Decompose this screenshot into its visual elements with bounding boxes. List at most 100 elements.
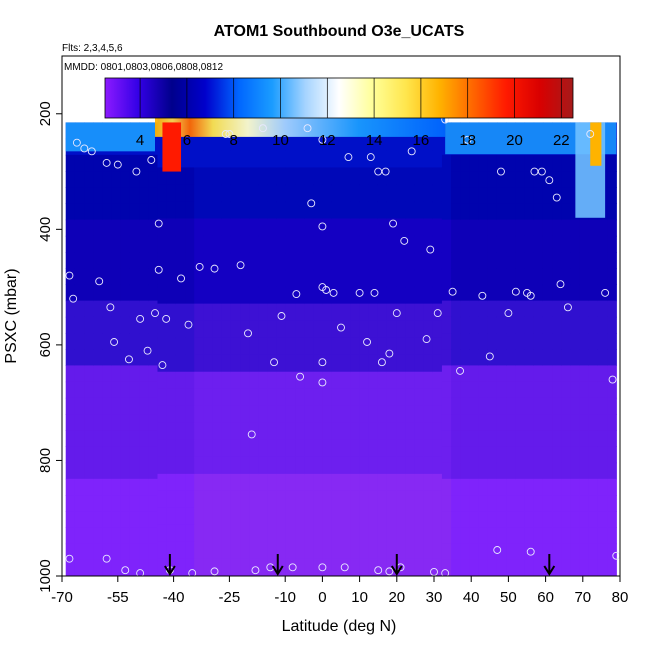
- heatmap-cell: [148, 235, 159, 253]
- heatmap-cell: [515, 365, 526, 383]
- heatmap-cell: [93, 333, 104, 350]
- heatmap-cell: [194, 218, 204, 237]
- heatmap-cell: [230, 303, 241, 322]
- heatmap-cell: [240, 422, 250, 441]
- heatmap-cell: [524, 300, 535, 318]
- heatmap-cell: [258, 252, 269, 271]
- heatmap-cell: [386, 439, 397, 458]
- heatmap-cell: [230, 133, 241, 152]
- heatmap-cell: [460, 154, 471, 172]
- heatmap-cell: [331, 133, 342, 152]
- heatmap-cell: [432, 524, 443, 543]
- heatmap-cell: [607, 252, 617, 269]
- heatmap-cell: [203, 439, 214, 458]
- heatmap-cell: [451, 446, 461, 464]
- heatmap-cell: [341, 218, 351, 237]
- heatmap-cell: [84, 559, 94, 576]
- heatmap-cell: [157, 490, 168, 509]
- heatmap-cell: [359, 252, 370, 271]
- heatmap-cell: [240, 303, 250, 322]
- heatmap-cell: [570, 527, 581, 545]
- heatmap-cell: [120, 203, 131, 221]
- heatmap-cell: [194, 371, 204, 390]
- heatmap-cell: [111, 365, 122, 383]
- heatmap-cell: [359, 405, 370, 424]
- heatmap-cell: [313, 422, 324, 441]
- sample-point: [537, 167, 546, 176]
- heatmap-cell: [552, 252, 562, 269]
- heatmap-cell: [249, 167, 260, 186]
- heatmap-cell: [111, 187, 122, 205]
- heatmap-cell: [570, 154, 581, 172]
- heatmap-cell: [607, 187, 617, 205]
- heatmap-cell: [212, 218, 223, 237]
- heatmap-cell: [396, 150, 406, 169]
- heatmap-cell: [597, 478, 608, 496]
- heatmap-cell: [552, 446, 562, 464]
- sample-point: [381, 167, 390, 176]
- heatmap-cell: [377, 184, 388, 203]
- heatmap-cell: [350, 337, 360, 356]
- heatmap-cell: [230, 507, 241, 526]
- heatmap-cell: [460, 219, 471, 237]
- sample-point: [258, 124, 267, 133]
- heatmap-cell: [386, 490, 397, 509]
- heatmap-cell: [451, 268, 461, 286]
- heatmap-cell: [377, 558, 388, 576]
- heatmap-cell: [276, 473, 287, 492]
- heatmap-cell: [597, 527, 608, 545]
- heatmap-cell: [139, 527, 149, 545]
- heatmap-cell: [84, 349, 94, 367]
- heatmap-cell: [331, 439, 342, 458]
- heatmap-cell: [460, 511, 471, 529]
- heatmap-cell: [93, 365, 104, 383]
- sample-point: [552, 193, 561, 202]
- heatmap-cell: [478, 559, 489, 576]
- heatmap-cell: [487, 446, 498, 464]
- heatmap-cell: [607, 300, 617, 318]
- heatmap-cell: [496, 414, 507, 431]
- heatmap-cell: [423, 490, 434, 509]
- heatmap-cell: [478, 268, 489, 286]
- heatmap-cell: [84, 252, 94, 269]
- heatmap-cell: [414, 252, 425, 271]
- heatmap-cell: [561, 187, 571, 205]
- heatmap-cell: [93, 559, 104, 576]
- heatmap-cell: [230, 422, 241, 441]
- heatmap-cell: [148, 478, 159, 496]
- heatmap-cell: [368, 184, 379, 203]
- heatmap-cell: [451, 333, 461, 350]
- heatmap-cell: [74, 268, 85, 286]
- heatmap-cell: [386, 269, 397, 288]
- heatmap-cell: [405, 388, 416, 407]
- heatmap-cell: [561, 543, 571, 561]
- heatmap-cell: [230, 184, 241, 203]
- heatmap-cell: [533, 543, 544, 561]
- sample-point: [608, 375, 617, 384]
- heatmap-cell: [185, 388, 195, 407]
- heatmap-cell: [230, 201, 241, 220]
- heatmap-cell: [460, 414, 471, 431]
- heatmap-cell: [240, 388, 250, 407]
- heatmap-cell: [542, 268, 553, 286]
- heatmap-cell: [313, 507, 324, 526]
- heatmap-cell: [129, 268, 140, 286]
- heatmap-cell: [157, 524, 168, 543]
- heatmap-cell: [386, 541, 397, 560]
- heatmap-cell: [84, 203, 94, 221]
- heatmap-cell: [368, 388, 379, 407]
- heatmap-cell: [423, 524, 434, 543]
- heatmap-cell: [249, 541, 260, 560]
- heatmap-cell: [74, 381, 85, 399]
- heatmap-cell: [542, 430, 553, 448]
- heatmap-cell: [230, 337, 241, 356]
- heatmap-cell: [350, 473, 360, 492]
- sample-point: [340, 563, 349, 572]
- heatmap-cell: [295, 133, 305, 152]
- heatmap-cell: [396, 507, 406, 526]
- heatmap-cell: [304, 184, 315, 203]
- heatmap-cell: [368, 252, 379, 271]
- heatmap-cell: [175, 473, 186, 492]
- sample-point: [601, 288, 610, 297]
- heatmap-cell: [469, 527, 480, 545]
